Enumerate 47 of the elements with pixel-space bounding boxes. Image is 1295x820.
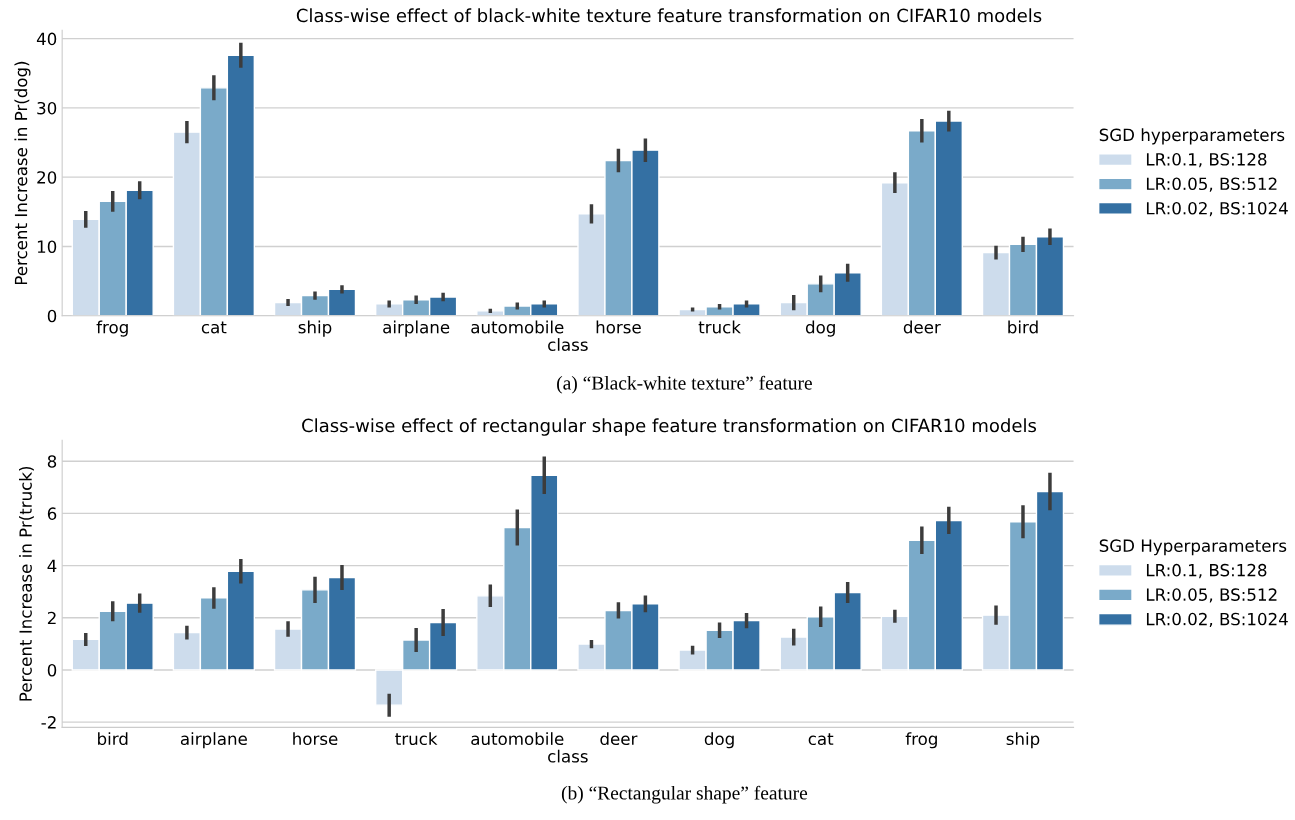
y-tick-label: 40 [36, 32, 57, 46]
x-tick-label: horse [293, 732, 338, 746]
y-tick-label: -2 [41, 716, 56, 729]
x-tick-label: deer [903, 320, 941, 334]
x-tick-label: dog [704, 732, 734, 749]
y-tick-label: 2 [47, 611, 56, 625]
chart-title: Class-wise effect of rectangular shape feature transformation on CIFAR10 models [302, 418, 1037, 436]
x-tick-label: horse [596, 320, 641, 334]
legend-label: LR:0.02, BS:1024 [1146, 612, 1288, 628]
x-tick-label: automobile [471, 320, 564, 334]
y-tick-label: 30 [37, 101, 57, 115]
y-tick-label: 10 [37, 240, 57, 254]
x-tick-label: ship [1006, 732, 1040, 749]
x-tick-label: airplane [383, 320, 450, 337]
y-tick-label: 0 [47, 663, 57, 677]
legend-title: SGD Hyperparameters [1099, 539, 1287, 556]
x-tick-label: cat [808, 733, 834, 746]
y-axis-title: Percent Increase in Pr(dog) [14, 61, 31, 285]
x-tick-label: truck [698, 320, 741, 334]
legend-label: LR:0.1, BS:128 [1146, 563, 1267, 579]
x-tick-label: dog [805, 320, 835, 337]
legend-title: SGD hyperparameters [1099, 128, 1285, 145]
x-tick-label: truck [395, 732, 438, 746]
legend-label: LR:0.05, BS:512 [1146, 588, 1277, 603]
x-axis-title: class [548, 749, 588, 763]
y-tick-label: 6 [47, 507, 57, 520]
text: (b) “Rectangular shape” feature [561, 785, 808, 804]
x-tick-label: bird [98, 732, 128, 746]
x-axis-title: class [548, 338, 588, 351]
x-tick-label: airplane [180, 732, 247, 749]
y-tick-label: 0 [47, 309, 57, 323]
chart-title: Class-wise effect of black-white texture feature transformation on CIFAR10 models [296, 8, 1042, 23]
x-tick-label: deer [600, 732, 638, 746]
x-tick-label: frog [905, 732, 937, 749]
legend-label: LR:0.05, BS:512 [1146, 177, 1277, 192]
y-tick-label: 8 [47, 455, 57, 468]
x-tick-label: frog [96, 320, 128, 337]
x-tick-label: ship [298, 320, 332, 337]
legend-label: LR:0.02, BS:1024 [1146, 201, 1288, 217]
y-tick-label: 20 [37, 171, 57, 184]
y-axis-title: Percent Increase in Pr(truck) [19, 466, 34, 701]
x-tick-label: bird [1008, 320, 1038, 334]
x-tick-label: automobile [471, 732, 564, 746]
text: (a) “Black-white texture” feature [557, 375, 812, 394]
legend-label: LR:0.1, BS:128 [1146, 153, 1267, 168]
x-tick-label: cat [201, 321, 227, 334]
y-tick-label: 4 [47, 559, 57, 572]
